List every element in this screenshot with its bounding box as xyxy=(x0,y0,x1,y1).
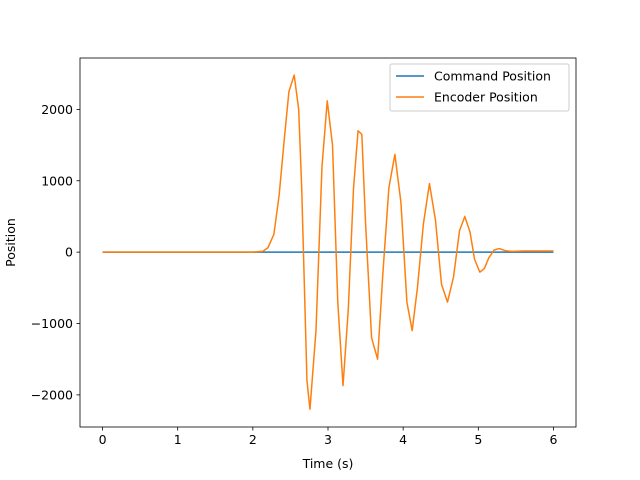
x-tick-label: 1 xyxy=(174,432,182,447)
legend: Command Position Encoder Position xyxy=(389,63,570,112)
y-tick-label: 0 xyxy=(65,245,73,260)
series-layer xyxy=(102,74,554,410)
series-line-encoder-position xyxy=(102,74,554,410)
y-tick-label: 2000 xyxy=(41,102,73,117)
legend-label-command-position: Command Position xyxy=(434,69,551,84)
x-tick-label: 3 xyxy=(324,432,332,447)
x-tick-label: 5 xyxy=(474,432,482,447)
x-axis-label: Time (s) xyxy=(302,456,354,471)
legend-box xyxy=(389,63,570,112)
y-tick-label: 1000 xyxy=(41,173,73,188)
x-tick-label: 0 xyxy=(99,432,107,447)
x-tick-label: 4 xyxy=(399,432,407,447)
y-tick-label: −2000 xyxy=(31,387,73,402)
x-tick-label: 6 xyxy=(549,432,557,447)
legend-label-encoder-position: Encoder Position xyxy=(434,90,538,105)
y-axis-label: Position xyxy=(3,218,18,267)
y-axis-ticks: −2000 −1000 0 1000 2000 xyxy=(31,102,80,402)
x-axis-ticks: 0 1 2 3 4 5 6 xyxy=(99,427,557,447)
x-tick-label: 2 xyxy=(249,432,257,447)
y-tick-label: −1000 xyxy=(31,316,73,331)
